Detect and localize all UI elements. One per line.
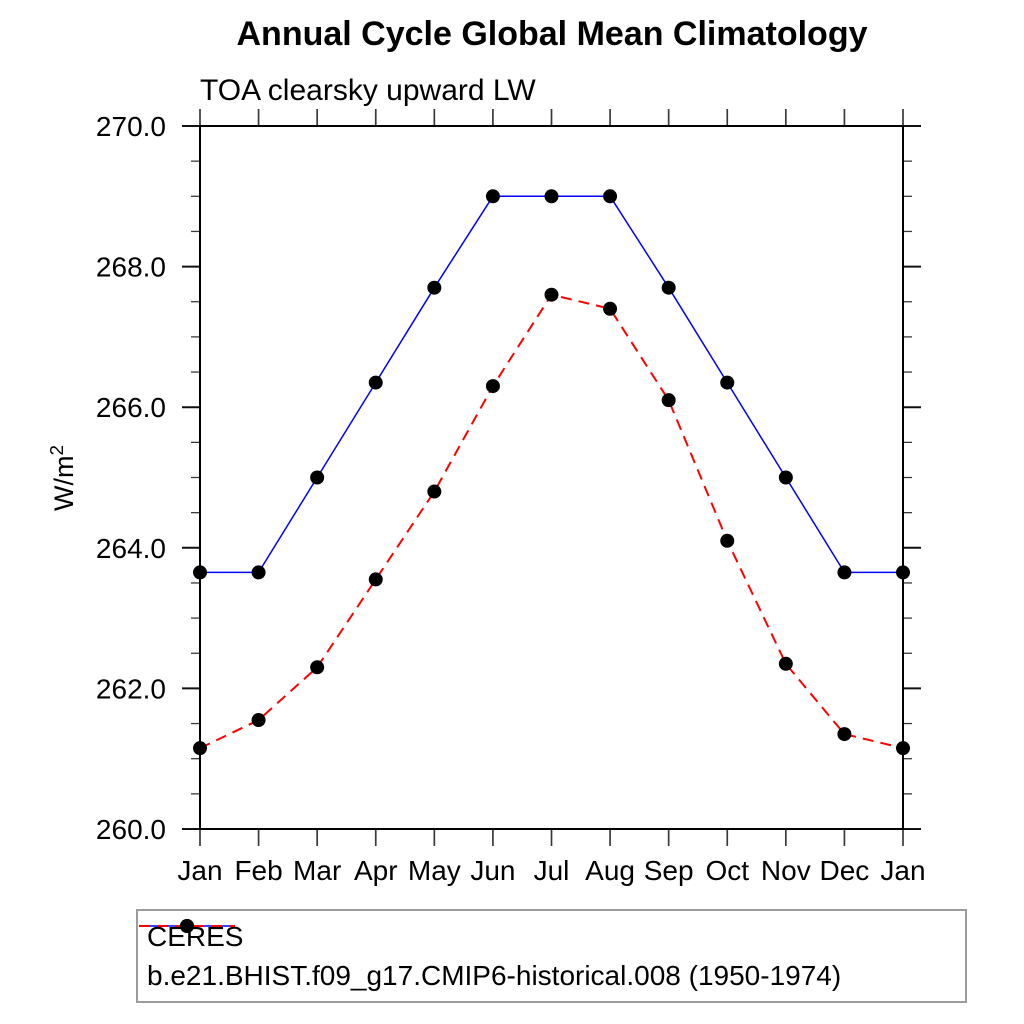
data-point <box>720 533 735 548</box>
x-axis-tick-label: Jul <box>534 855 570 886</box>
data-point <box>427 484 442 499</box>
data-point <box>837 565 852 580</box>
y-axis-tick-label: 260.0 <box>96 814 166 845</box>
data-point <box>896 565 910 580</box>
chart-title: Annual Cycle Global Mean Climatology <box>236 15 868 53</box>
x-axis-tick-label: Mar <box>293 855 341 886</box>
data-point <box>778 470 793 485</box>
x-axis-tick-label: Jun <box>470 855 515 886</box>
chart-subtitle: TOA clearsky upward LW <box>200 74 536 107</box>
x-axis-tick-label: Jan <box>880 855 925 886</box>
x-axis-tick-label: Aug <box>585 855 635 886</box>
legend: CERES b.e21.BHIST.f09_g17.CMIP6-historic… <box>136 909 967 1003</box>
data-point <box>603 301 618 316</box>
data-point <box>485 189 500 204</box>
series-line-b-e21-bhist-f09-g17-cmip6-historical-008 <box>199 293 904 750</box>
y-axis-tick-label: 270.0 <box>96 111 166 142</box>
x-axis-tick-label: May <box>408 855 461 886</box>
y-axis-tick-label: 268.0 <box>96 252 166 283</box>
y-axis-unit-exponent: 2 <box>47 445 68 456</box>
legend-marker-icon <box>180 919 194 933</box>
data-point <box>193 565 207 580</box>
series-line-ceres <box>200 195 903 574</box>
y-axis-title: W/m2 <box>47 408 81 548</box>
data-point <box>661 280 676 295</box>
data-point <box>368 572 383 587</box>
x-axis-tick-label: Dec <box>820 855 870 886</box>
plot-frame <box>199 125 904 830</box>
data-point <box>193 741 207 756</box>
x-axis-tick-label: Nov <box>761 855 811 886</box>
data-point <box>544 189 559 204</box>
data-point <box>485 379 500 394</box>
legend-label-model: b.e21.BHIST.f09_g17.CMIP6-historical.008… <box>147 959 842 991</box>
x-axis-tick-label: Feb <box>234 855 282 886</box>
x-axis-tick-label: Sep <box>644 855 694 886</box>
data-point <box>661 393 676 408</box>
data-point <box>368 375 383 390</box>
y-axis-tick-label: 264.0 <box>96 533 166 564</box>
data-point <box>251 565 266 580</box>
data-point <box>310 660 325 675</box>
data-point <box>310 470 325 485</box>
data-point <box>720 375 735 390</box>
legend-swatch-model <box>139 919 235 933</box>
data-point <box>778 656 793 671</box>
data-point <box>837 727 852 742</box>
data-point <box>427 280 442 295</box>
data-point <box>544 287 559 302</box>
data-point <box>251 713 266 728</box>
legend-item-ceres: CERES <box>139 919 965 952</box>
y-axis-unit: W/m <box>49 455 79 511</box>
data-point <box>896 741 910 756</box>
legend-item-model: b.e21.BHIST.f09_g17.CMIP6-historical.008… <box>139 919 965 991</box>
y-axis-tick-label: 266.0 <box>96 392 166 423</box>
x-axis-tick-label: Oct <box>705 855 749 886</box>
x-axis-tick-label: Apr <box>354 855 398 886</box>
x-axis-tick-label: Jan <box>177 855 222 886</box>
y-axis-tick-label: 262.0 <box>96 673 166 704</box>
data-point <box>603 189 618 204</box>
